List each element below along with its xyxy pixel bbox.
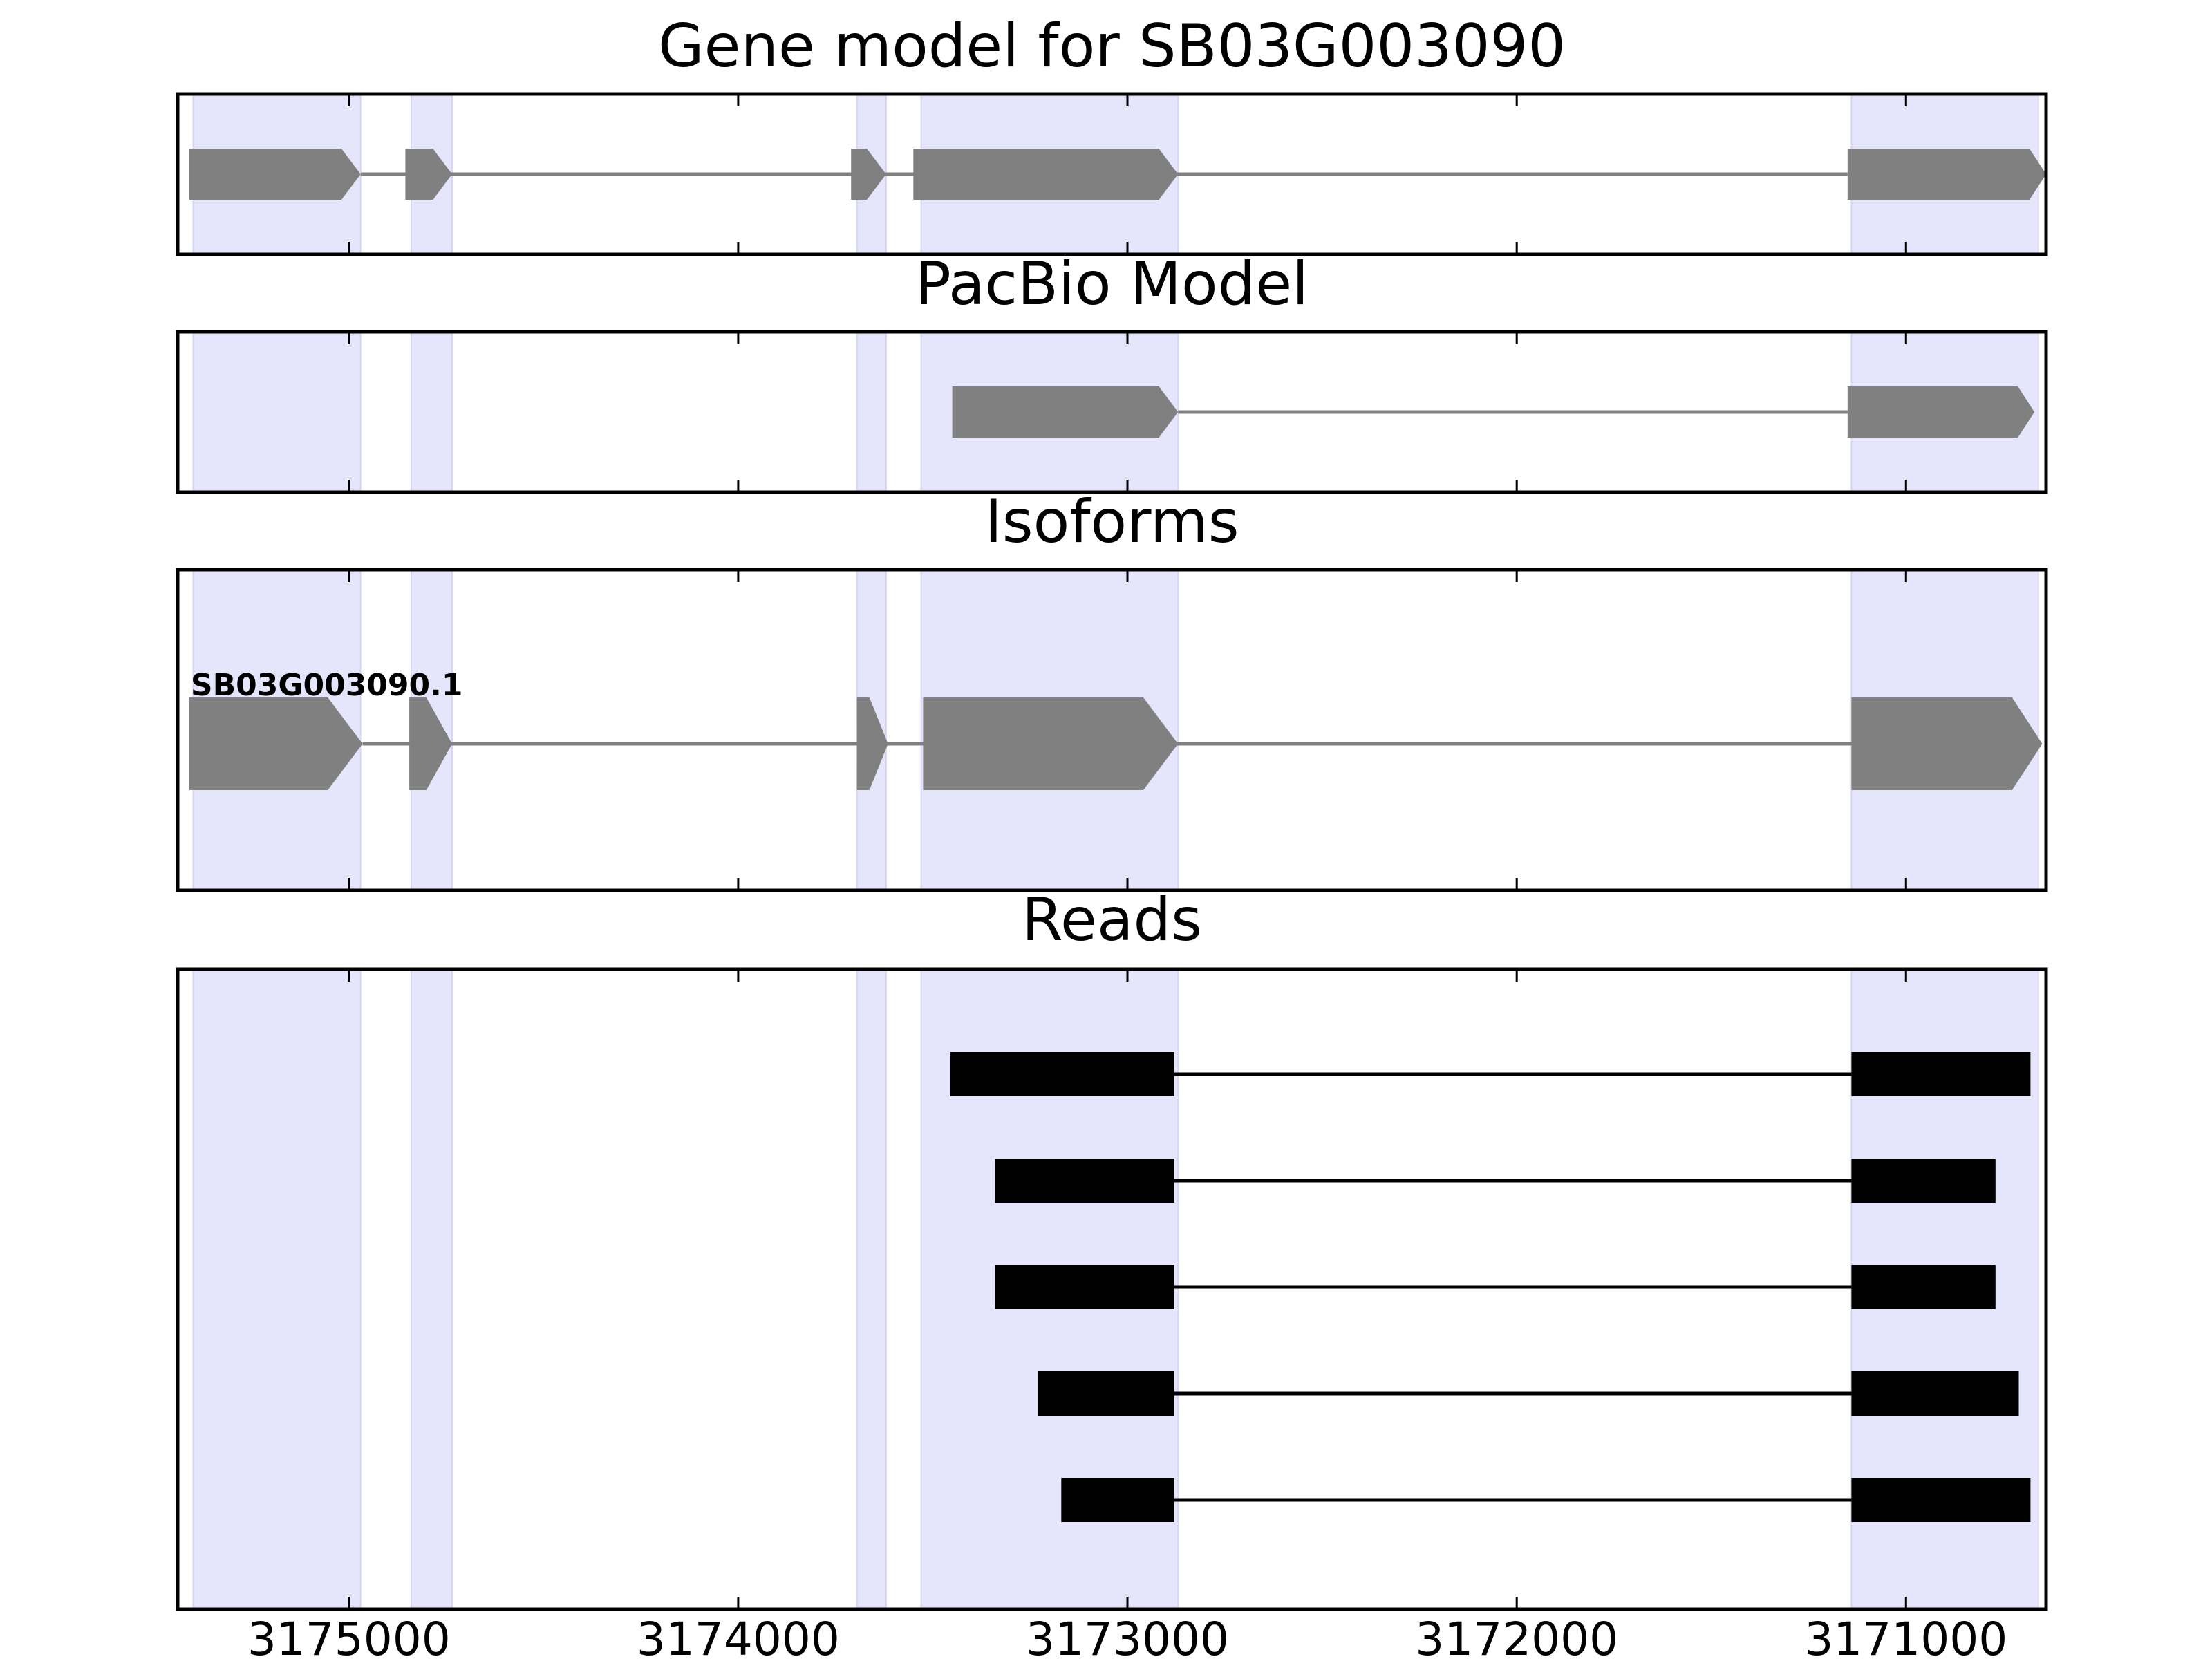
panel-title-2: Isoforms: [984, 487, 1239, 556]
frame-layer: [176, 92, 2048, 1611]
read-exon-4-1: [1851, 1478, 2031, 1522]
isoform-label: SB03G003090.1: [191, 668, 463, 703]
exon-0-4: [1847, 149, 2046, 200]
read-exon-0-1: [1851, 1052, 2031, 1096]
panel-title-0: Gene model for SB03G003090: [658, 12, 1566, 81]
exon-0-3: [913, 149, 1179, 200]
read-exon-1-0: [995, 1159, 1174, 1203]
exon-0-1: [405, 149, 452, 200]
exon-2-2: [856, 697, 888, 790]
panel-frame-0: [176, 92, 2048, 256]
panel-frame-1: [176, 330, 2048, 494]
highlight-region-1-1: [410, 331, 453, 493]
x-tick-label-0: 3175000: [247, 1613, 451, 1659]
exon-2-3: [923, 697, 1179, 790]
exon-2-4: [1851, 697, 2043, 790]
feature-layer: [189, 149, 2046, 1522]
exon-2-0: [189, 697, 363, 790]
read-exon-2-1: [1851, 1265, 1996, 1309]
highlight-region-1-0: [192, 331, 362, 493]
exon-0-2: [851, 149, 886, 200]
read-exon-1-1: [1851, 1159, 1996, 1203]
x-tick-label-1: 3174000: [637, 1613, 840, 1659]
read-exon-3-1: [1851, 1371, 2019, 1416]
highlight-region-3-2: [856, 968, 887, 1610]
exon-1-1: [1847, 386, 2035, 438]
read-exon-0-0: [950, 1052, 1174, 1096]
panel-frame-2: [176, 568, 2048, 892]
read-exon-2-0: [995, 1265, 1174, 1309]
highlight-region-3-0: [192, 968, 362, 1610]
x-tick-label-3: 3172000: [1415, 1613, 1618, 1659]
highlight-region-3-1: [410, 968, 453, 1610]
exon-2-1: [409, 697, 452, 790]
read-exon-4-0: [1061, 1478, 1174, 1522]
panel-title-3: Reads: [1022, 885, 1202, 955]
x-tick-label-2: 3173000: [1026, 1613, 1229, 1659]
panel-frame-3: [176, 967, 2048, 1611]
panel-title-1: PacBio Model: [915, 250, 1309, 319]
x-tick-label-4: 3171000: [1804, 1613, 2007, 1659]
text-layer: Gene model for SB03G003090 PacBio Model SB…: [191, 12, 2007, 1659]
exon-0-0: [189, 149, 361, 200]
read-exon-3-0: [1038, 1371, 1174, 1416]
exon-1-0: [952, 386, 1179, 438]
highlight-region-1-2: [856, 331, 887, 493]
